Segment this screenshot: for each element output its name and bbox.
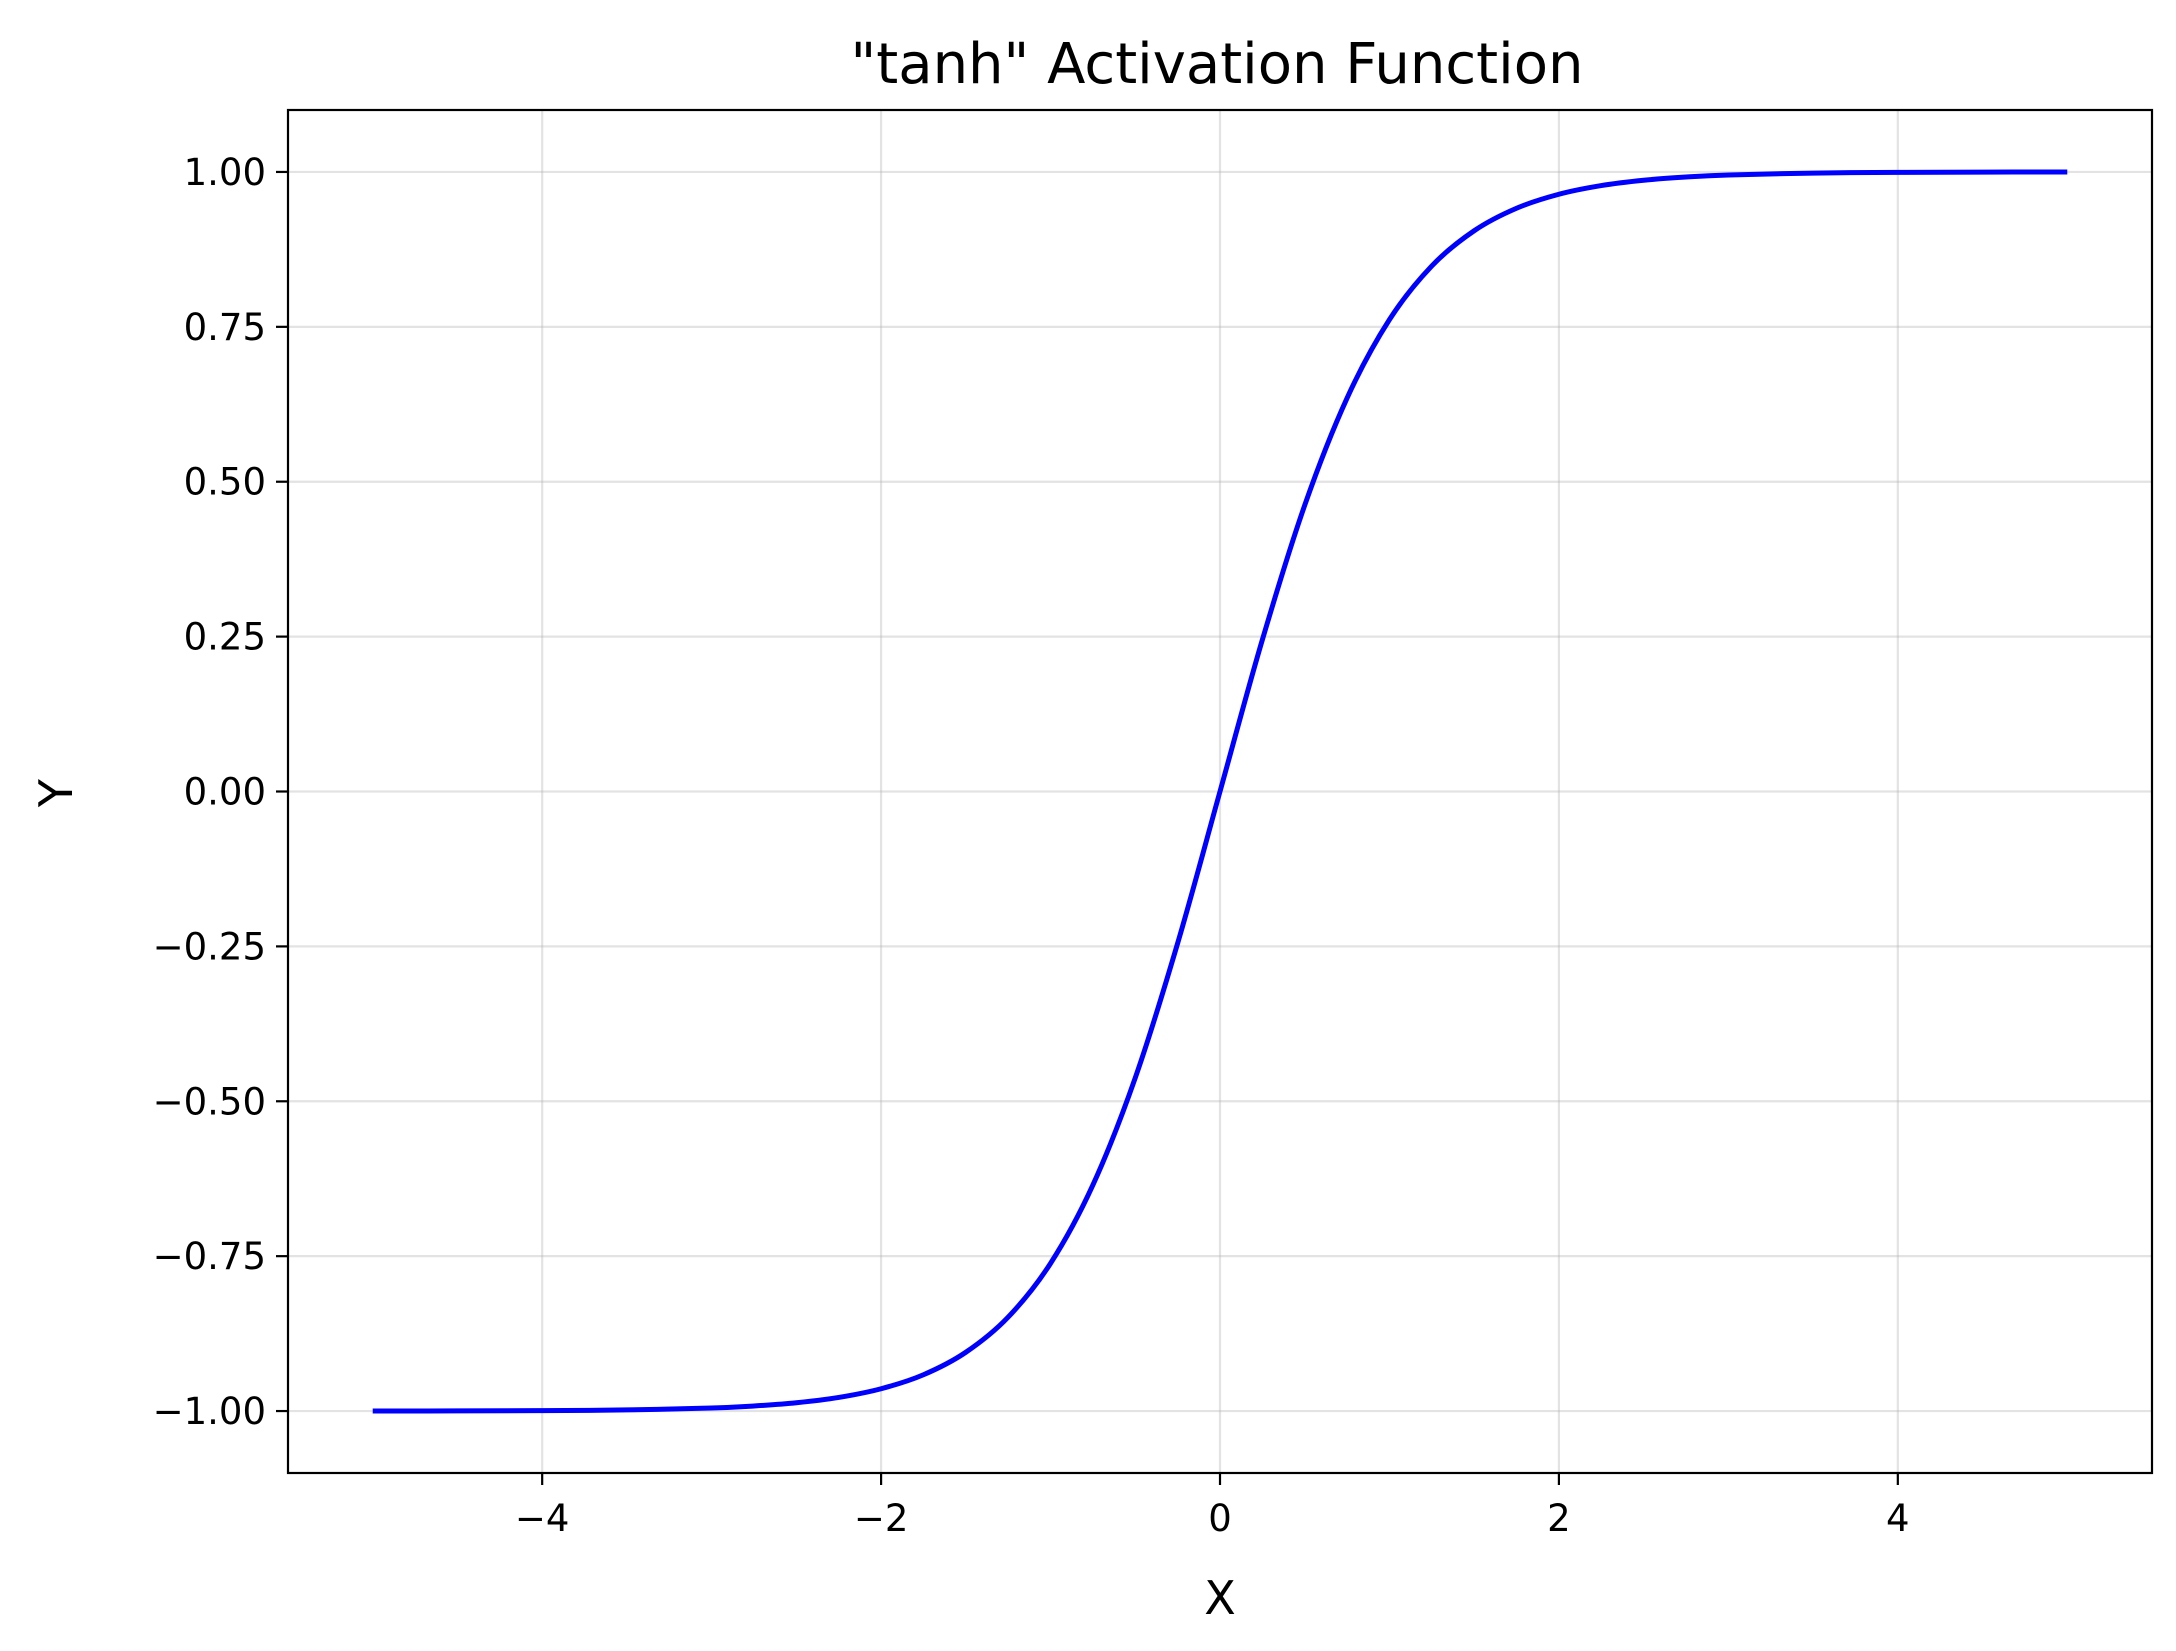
y-axis-label: Y — [29, 778, 83, 808]
chart-title: "tanh" Activation Function — [851, 32, 1584, 97]
x-tick-label: 0 — [1208, 1497, 1232, 1540]
x-tick-label: 4 — [1886, 1497, 1910, 1540]
y-axis: 1.00 0.75 0.50 0.25 0.00 −0.25 −0.50 −0.75 −1.00 — [153, 151, 288, 1433]
x-tick-label: −4 — [515, 1497, 570, 1540]
y-tick-label: 0.25 — [184, 616, 266, 659]
x-tick-label: 2 — [1547, 1497, 1571, 1540]
y-tick-label: 0.00 — [184, 771, 266, 814]
series-line — [372, 169, 2068, 1414]
y-tick-label: −0.75 — [153, 1235, 266, 1278]
x-axis-label: X — [1204, 1571, 1236, 1625]
x-tick-label: −2 — [854, 1497, 909, 1540]
y-tick-label: −1.00 — [153, 1390, 266, 1433]
y-tick-label: 0.75 — [184, 306, 266, 349]
y-tick-label: 1.00 — [184, 151, 266, 194]
x-axis: −4 −2 0 2 4 — [515, 1473, 1910, 1540]
y-tick-label: 0.50 — [184, 461, 266, 504]
grid — [288, 110, 2152, 1473]
y-tick-label: −0.25 — [153, 925, 266, 968]
y-tick-label: −0.50 — [153, 1080, 266, 1123]
